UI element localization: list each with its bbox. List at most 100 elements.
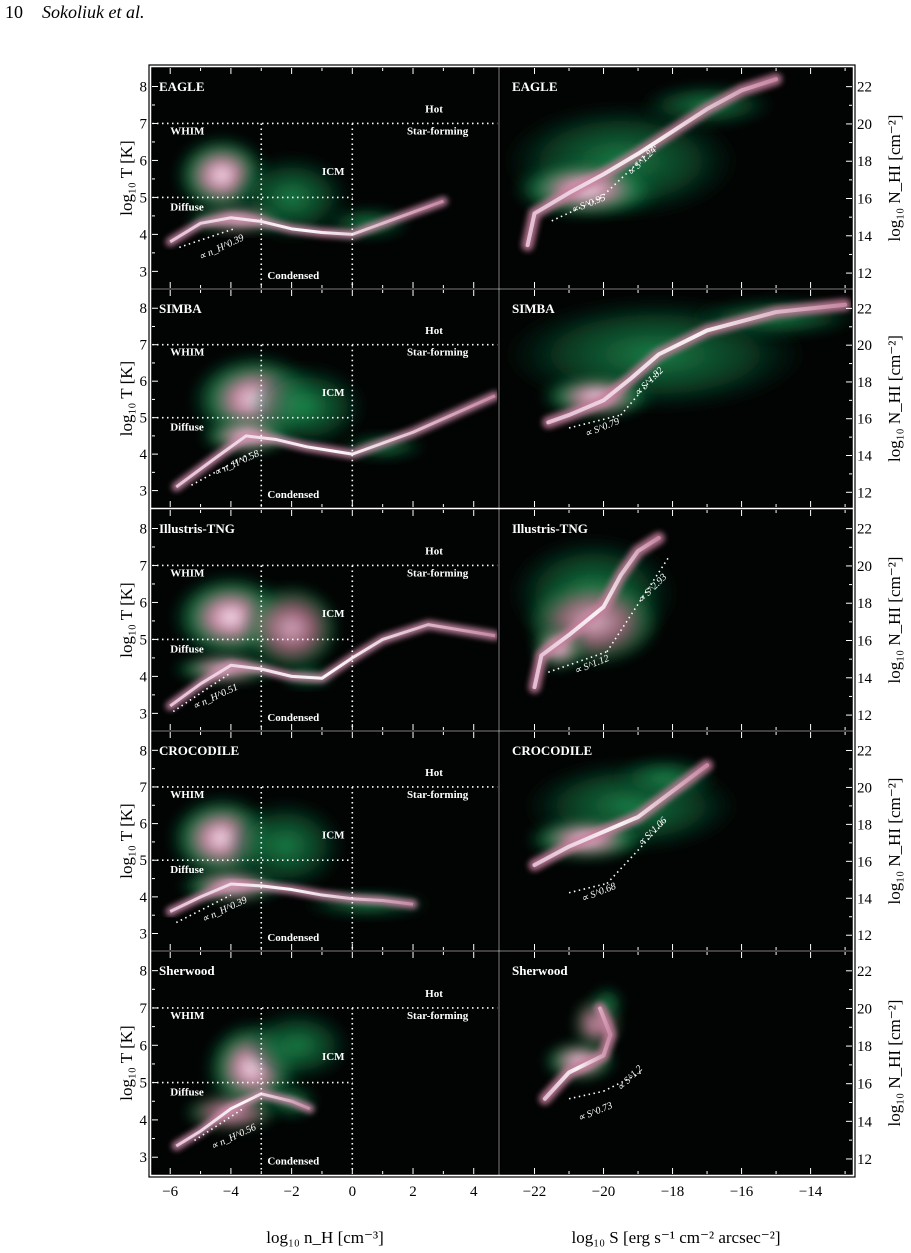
panel-frame: [151, 731, 499, 951]
phase-panel: [152, 290, 498, 507]
sb-panel: [500, 510, 852, 730]
y-tick-label: 7: [140, 780, 148, 796]
region-label-diffuse: Diffuse: [170, 421, 204, 433]
y-tick-label: 12: [857, 1152, 872, 1168]
region-label-hot: Hot: [425, 545, 443, 557]
region-label-hot: Hot: [425, 103, 443, 115]
region-label-whim: WHIM: [170, 347, 205, 359]
figure-outer-frame: [148, 64, 856, 1178]
panel-frame: [499, 67, 853, 289]
y-tick-label: 4: [140, 890, 148, 906]
y-tick-label: 6: [140, 817, 148, 833]
region-label-condensed: Condensed: [267, 712, 319, 724]
x-axis-label: log₁₀ n_H [cm⁻³]: [266, 1228, 384, 1247]
y-tick-label: 4: [140, 1113, 148, 1129]
fit-line: [548, 650, 608, 673]
y-tick-label: 8: [140, 79, 148, 95]
y-axis-label: log₁₀ N_HI [cm⁻²]: [885, 557, 904, 684]
phase-panel: [152, 732, 498, 950]
y-tick-label: 20: [857, 1001, 872, 1017]
density-ridge-core: [169, 199, 444, 244]
y-axis-label: log₁₀ T [K]: [117, 140, 136, 215]
region-label-star-forming: Star-forming: [407, 126, 469, 138]
y-tick-label: 8: [140, 964, 148, 980]
y-tick-label: 16: [857, 412, 873, 428]
y-axis-label: log₁₀ N_HI [cm⁻²]: [885, 1000, 904, 1127]
y-tick-label: 12: [857, 708, 872, 724]
y-tick-label: 18: [857, 154, 872, 170]
y-tick-label: 7: [140, 116, 148, 132]
sim-label: CROCODILE: [159, 743, 239, 758]
region-label-diffuse: Diffuse: [170, 864, 204, 876]
density-band-core: [532, 763, 710, 868]
y-tick-label: 3: [140, 927, 148, 943]
y-tick-label: 18: [857, 596, 872, 612]
phase-panel: [152, 68, 498, 288]
panel-frame: [151, 67, 499, 289]
x-tick-label: −6: [162, 1184, 178, 1200]
y-tick-label: 22: [857, 301, 872, 317]
y-tick-label: 22: [857, 964, 872, 980]
y-tick-label: 5: [140, 853, 148, 869]
y-tick-label: 22: [857, 522, 872, 538]
y-tick-label: 5: [140, 632, 148, 648]
x-axis-label: log₁₀ S [erg s⁻¹ cm⁻² arcsec⁻²]: [571, 1228, 780, 1247]
density-blob: [613, 756, 718, 801]
phase-panel: [152, 510, 498, 730]
page-header: 10 Sokoliuk et al.: [0, 0, 911, 40]
sb-panel: [500, 952, 852, 1174]
sb-panel: [500, 290, 852, 507]
region-label-icm: ICM: [322, 1051, 345, 1063]
x-tick-label: −4: [223, 1184, 239, 1200]
y-tick-label: 22: [857, 80, 872, 96]
phase-panel: [152, 952, 498, 1174]
page-number: 10: [5, 2, 23, 22]
region-label-whim: WHIM: [170, 789, 205, 801]
y-tick-label: 18: [857, 1039, 872, 1055]
region-label-condensed: Condensed: [267, 932, 319, 944]
y-tick-label: 16: [857, 1077, 873, 1093]
y-tick-label: 6: [140, 1038, 148, 1054]
y-tick-label: 4: [140, 227, 148, 243]
region-label-condensed: Condensed: [267, 1156, 319, 1168]
density-blob: [224, 797, 347, 894]
density-ridge-core: [169, 623, 496, 708]
fit-line: [568, 1090, 604, 1100]
y-tick-label: 5: [140, 411, 148, 427]
x-tick-label: −16: [730, 1184, 754, 1200]
y-tick-label: 3: [140, 1150, 148, 1166]
density-ridge-core: [175, 394, 496, 489]
region-label-icm: ICM: [322, 608, 345, 620]
y-tick-label: 6: [140, 374, 148, 390]
density-band-core: [546, 302, 848, 425]
x-tick-label: −20: [592, 1184, 615, 1200]
region-label-whim: WHIM: [170, 568, 205, 580]
sim-label: EAGLE: [159, 79, 205, 94]
region-label-diffuse: Diffuse: [170, 201, 204, 213]
y-tick-label: 5: [140, 190, 148, 206]
region-label-diffuse: Diffuse: [170, 1087, 204, 1099]
region-label-star-forming: Star-forming: [407, 789, 469, 801]
x-tick-label: −2: [284, 1184, 300, 1200]
panel-frame: [499, 289, 853, 508]
y-tick-label: 20: [857, 780, 872, 796]
y-tick-label: 16: [857, 192, 873, 208]
region-label-icm: ICM: [322, 387, 345, 399]
y-tick-label: 3: [140, 264, 148, 280]
sim-label: SIMBA: [512, 301, 555, 316]
panel-frame: [499, 731, 853, 951]
region-label-star-forming: Star-forming: [407, 347, 469, 359]
y-tick-label: 6: [140, 595, 148, 611]
sim-label: EAGLE: [512, 79, 558, 94]
y-tick-label: 7: [140, 338, 148, 354]
y-tick-label: 18: [857, 375, 872, 391]
y-tick-label: 12: [857, 928, 872, 944]
x-tick-label: 2: [409, 1184, 417, 1200]
region-label-whim: WHIM: [170, 126, 205, 138]
y-tick-label: 8: [140, 301, 148, 317]
density-ridge-core: [169, 882, 414, 913]
region-label-diffuse: Diffuse: [170, 643, 204, 655]
y-axis-label: log₁₀ T [K]: [117, 582, 136, 657]
sim-label: Illustris-TNG: [512, 521, 588, 536]
